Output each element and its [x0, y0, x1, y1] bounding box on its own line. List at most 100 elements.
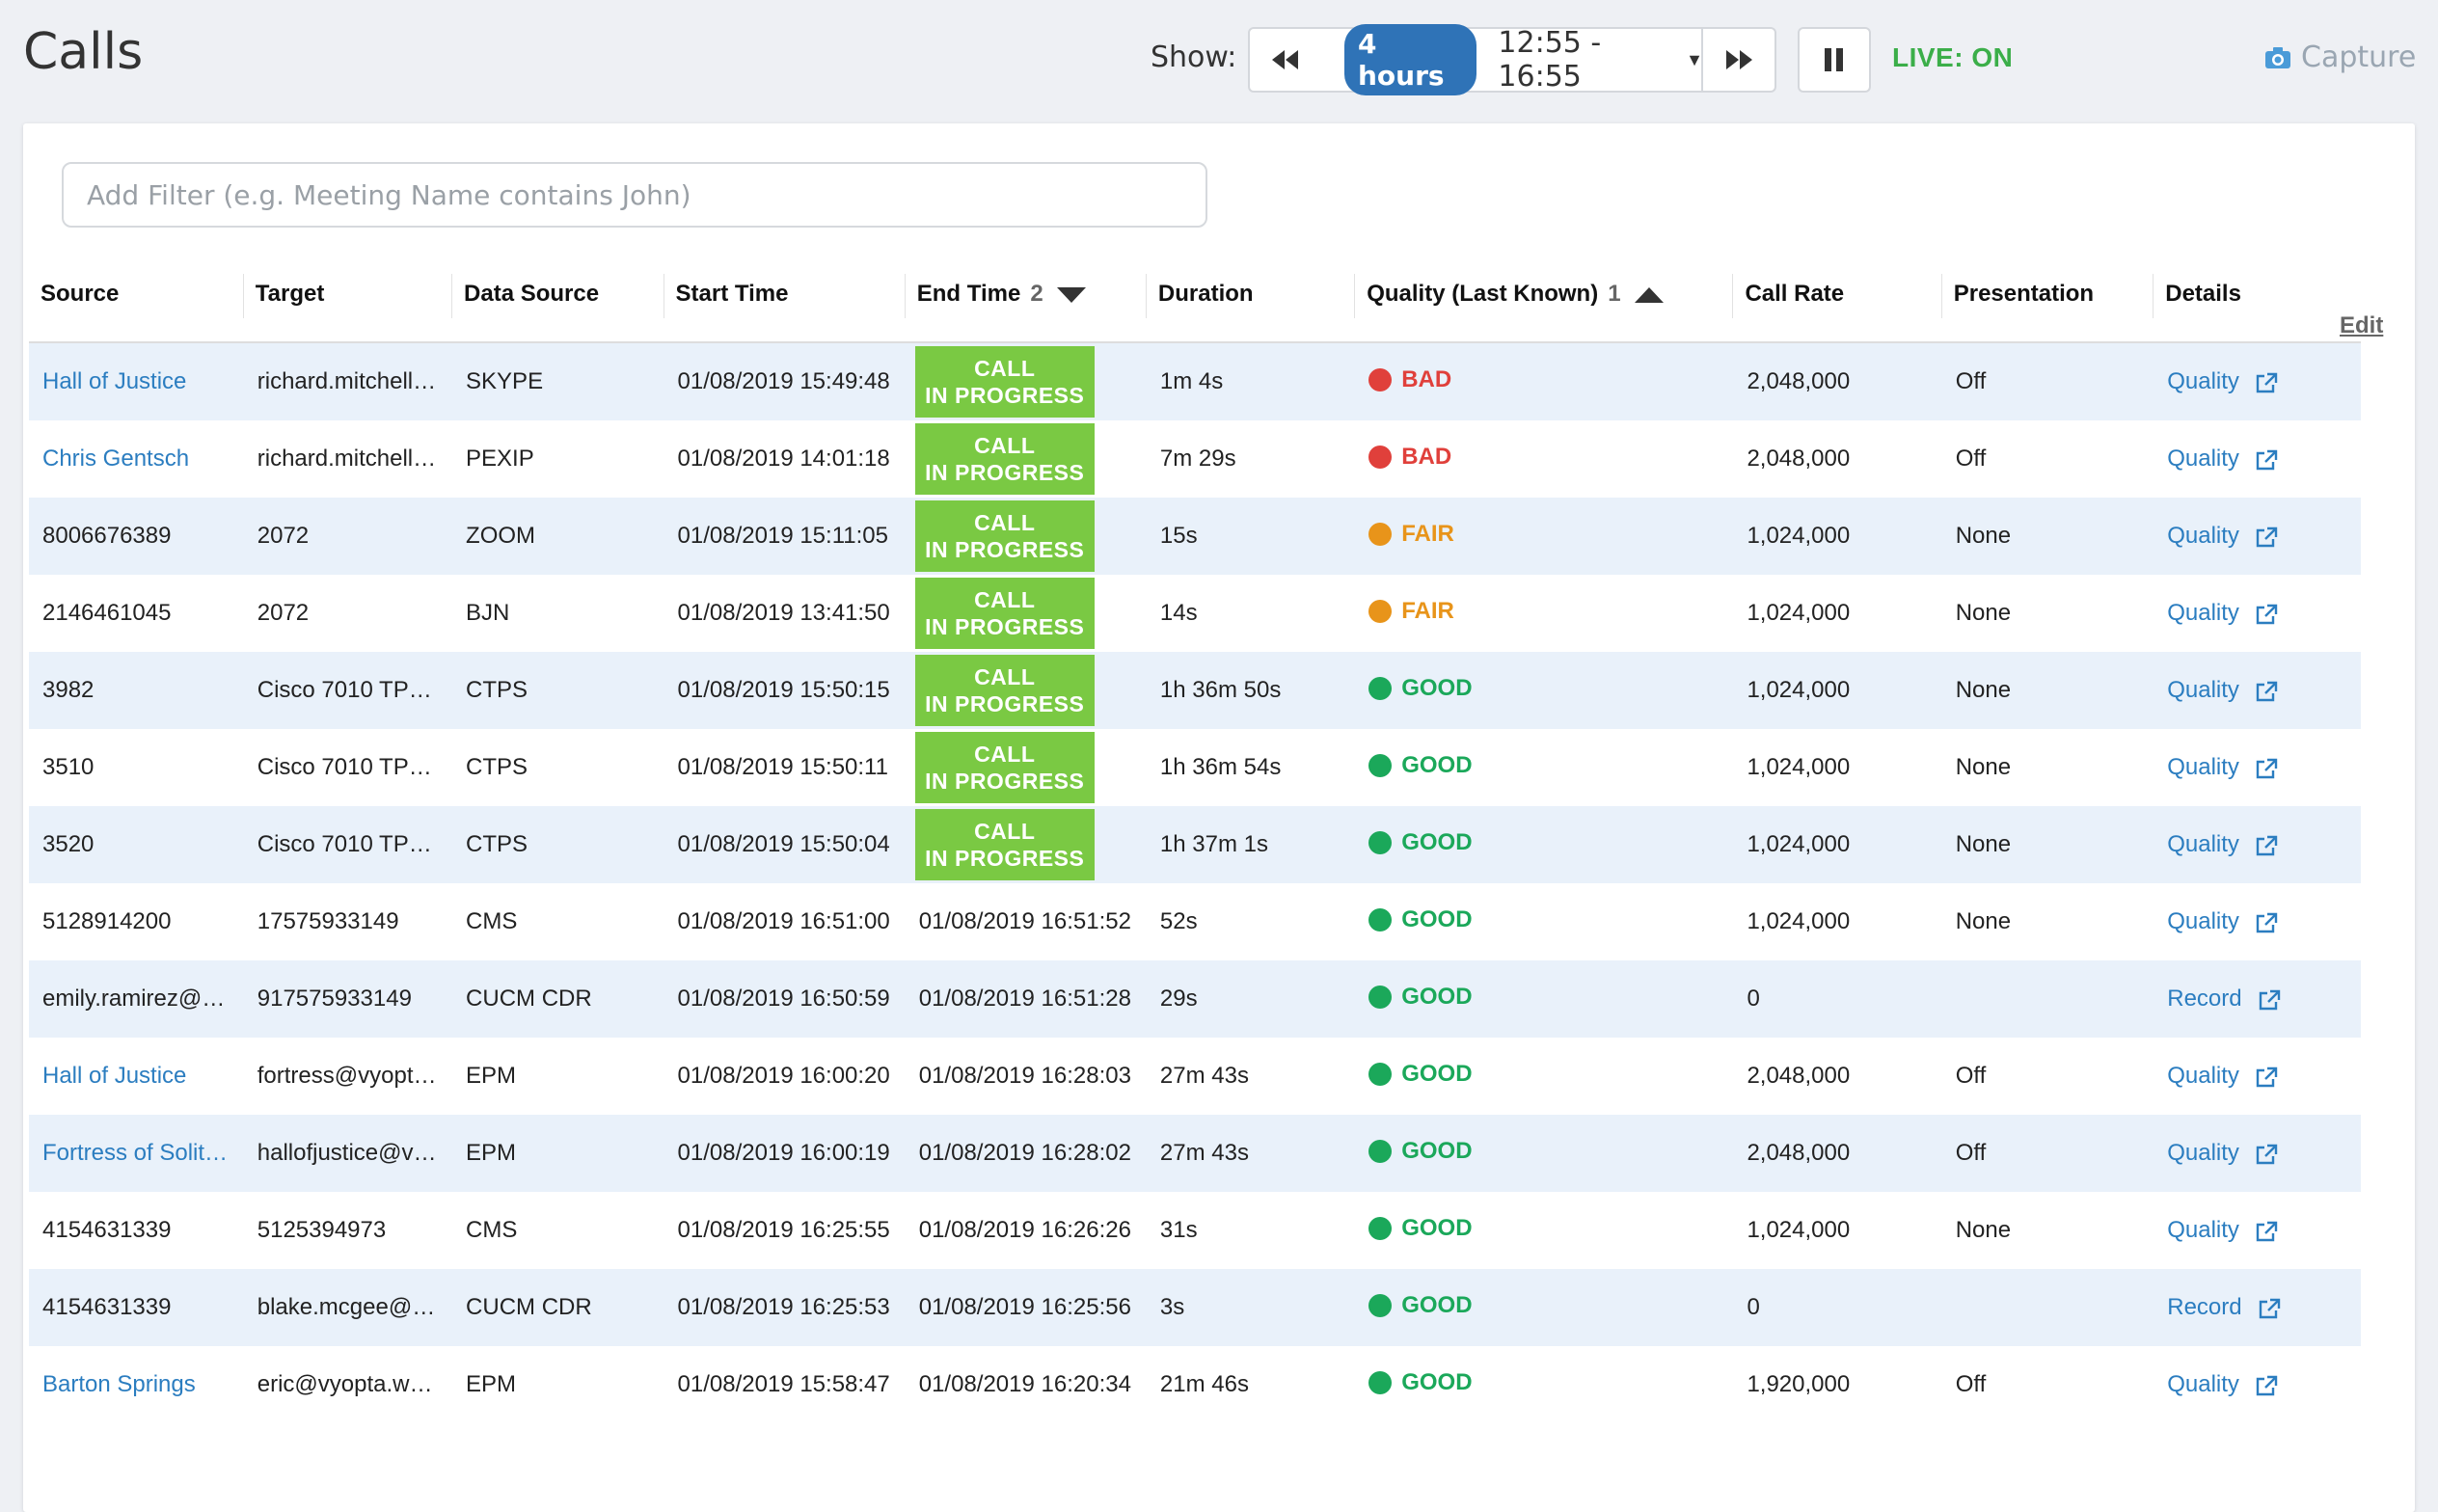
time-range-dropdown[interactable]: 4 hours 12:55 - 16:55 ▼: [1321, 24, 1703, 95]
table-row[interactable]: Fortress of Solit… hallofjustice@v… EPM 01/…: [29, 1115, 2361, 1192]
table-row[interactable]: 3982 Cisco 7010 TP… CTPS 01/08/2019 15:50:1…: [29, 652, 2361, 729]
table-row[interactable]: 3510 Cisco 7010 TP… CTPS 01/08/2019 15:50:1…: [29, 729, 2361, 806]
data-source-cell: EPM: [452, 1115, 664, 1192]
table-row[interactable]: Hall of Justice richard.mitchell… SKYPE 01/…: [29, 342, 2361, 420]
live-status[interactable]: LIVE: ON: [1892, 42, 2014, 72]
pause-button[interactable]: [1798, 27, 1871, 93]
col-header-end-time[interactable]: End Time 2: [905, 247, 1147, 343]
in-progress-line2: IN PROGRESS: [925, 769, 1085, 794]
call-in-progress-badge: CALL IN PROGRESS: [914, 346, 1095, 418]
table-row[interactable]: Barton Springs eric@vyopta.w… EPM 01/08/201…: [29, 1346, 2361, 1423]
external-link-icon[interactable]: [2258, 989, 2281, 1011]
col-duration-label: Duration: [1157, 281, 1254, 307]
details-link[interactable]: Quality: [2167, 831, 2239, 857]
target-cell: fortress@vyopt…: [243, 1038, 453, 1115]
details-link[interactable]: Quality: [2167, 523, 2239, 549]
capture-button[interactable]: Capture: [2264, 40, 2416, 74]
details-link[interactable]: Quality: [2167, 600, 2239, 626]
col-header-presentation[interactable]: Presentation: [1941, 247, 2154, 343]
table-row[interactable]: 4154631339 blake.mcgee@… CUCM CDR 01/08/201…: [29, 1269, 2361, 1346]
details-link[interactable]: Quality: [2167, 677, 2239, 703]
external-link-icon[interactable]: [2255, 372, 2278, 393]
top-bar: Calls Show: 4 hours 12:55 - 16:55 ▼ LIVE…: [0, 0, 2438, 121]
external-link-icon[interactable]: [2255, 1221, 2278, 1242]
col-header-call-rate[interactable]: Call Rate: [1733, 247, 1942, 343]
target-cell: richard.mitchell…: [243, 342, 453, 420]
external-link-icon[interactable]: [2255, 1144, 2278, 1165]
camera-icon: [2265, 46, 2290, 68]
external-link-icon[interactable]: [2255, 1066, 2278, 1088]
fast-forward-button[interactable]: [1701, 27, 1776, 93]
presentation-cell: None: [1941, 1192, 2154, 1269]
source-cell[interactable]: Chris Gentsch: [29, 420, 244, 498]
add-filter-input[interactable]: [62, 162, 1207, 228]
target-cell: Cisco 7010 TP…: [243, 806, 453, 883]
call-in-progress-badge: CALL IN PROGRESS: [914, 500, 1095, 572]
quality-label: GOOD: [1401, 1368, 1473, 1395]
sort-order-badge: 1: [1608, 281, 1621, 307]
quality-cell: FAIR: [1355, 498, 1734, 575]
table-row[interactable]: 4154631339 5125394973 CMS 01/08/2019 16:25:…: [29, 1192, 2361, 1269]
duration-cell: 52s: [1146, 883, 1356, 960]
col-header-duration[interactable]: Duration: [1146, 247, 1356, 343]
presentation-cell: None: [1941, 498, 2154, 575]
details-link[interactable]: Quality: [2167, 908, 2239, 934]
col-header-target[interactable]: Target: [243, 247, 453, 343]
table-row[interactable]: Hall of Justice fortress@vyopt… EPM 01/08/2…: [29, 1038, 2361, 1115]
external-link-icon[interactable]: [2255, 681, 2278, 702]
duration-cell: 14s: [1146, 575, 1356, 652]
call-in-progress-badge: CALL IN PROGRESS: [914, 809, 1095, 880]
call-in-progress-badge: CALL IN PROGRESS: [914, 423, 1095, 495]
external-link-icon[interactable]: [2255, 449, 2278, 471]
table-row[interactable]: 8006676389 2072 ZOOM 01/08/2019 15:11:05 CAL…: [29, 498, 2361, 575]
source-cell: 3982: [29, 652, 244, 729]
external-link-icon[interactable]: [2258, 1298, 2281, 1319]
details-link[interactable]: Quality: [2167, 1063, 2239, 1089]
col-header-details[interactable]: Details: [2154, 247, 2361, 343]
table-row[interactable]: 3520 Cisco 7010 TP… CTPS 01/08/2019 15:50:0…: [29, 806, 2361, 883]
source-cell[interactable]: Hall of Justice: [29, 1038, 244, 1115]
table-row[interactable]: emily.ramirez@… 917575933149 CUCM CDR 01/08…: [29, 960, 2361, 1038]
rewind-button[interactable]: [1248, 27, 1323, 93]
col-header-data-source[interactable]: Data Source: [452, 247, 664, 343]
presentation-cell: None: [1941, 883, 2154, 960]
details-link[interactable]: Quality: [2167, 368, 2239, 394]
external-link-icon[interactable]: [2255, 604, 2278, 625]
col-header-start-time[interactable]: Start Time: [664, 247, 906, 343]
quality-label: GOOD: [1401, 983, 1473, 1010]
details-link[interactable]: Quality: [2167, 754, 2239, 780]
details-cell: Quality: [2154, 806, 2361, 883]
table-row[interactable]: Chris Gentsch richard.mitchell… PEXIP 01/08…: [29, 420, 2361, 498]
col-header-source[interactable]: Source: [29, 247, 244, 343]
in-progress-line1: CALL: [974, 819, 1036, 844]
external-link-icon[interactable]: [2255, 758, 2278, 779]
source-cell[interactable]: Hall of Justice: [29, 342, 244, 420]
external-link-icon[interactable]: [2255, 526, 2278, 548]
source-cell[interactable]: Barton Springs: [29, 1346, 244, 1423]
details-link[interactable]: Quality: [2167, 446, 2239, 472]
status-dot-icon: [1368, 1370, 1393, 1394]
quality-status: GOOD: [1368, 1137, 1473, 1165]
quality-status: FAIR: [1368, 521, 1454, 548]
details-link[interactable]: Quality: [2167, 1140, 2239, 1166]
details-link[interactable]: Record: [2167, 1294, 2242, 1320]
source-cell[interactable]: Fortress of Solit…: [29, 1115, 244, 1192]
external-link-icon[interactable]: [2255, 1375, 2278, 1396]
col-header-quality[interactable]: Quality (Last Known) 1: [1355, 247, 1734, 343]
details-link[interactable]: Quality: [2167, 1217, 2239, 1243]
target-cell: blake.mcgee@…: [243, 1269, 453, 1346]
external-link-icon[interactable]: [2255, 912, 2278, 933]
external-link-icon[interactable]: [2255, 835, 2278, 856]
table-row[interactable]: 2146461045 2072 BJN 01/08/2019 13:41:50 CALL…: [29, 575, 2361, 652]
quality-label: GOOD: [1401, 828, 1473, 855]
details-link[interactable]: Quality: [2167, 1371, 2239, 1397]
call-rate-cell: 1,024,000: [1733, 575, 1942, 652]
quality-label: GOOD: [1401, 1137, 1473, 1164]
call-rate-cell: 1,024,000: [1733, 498, 1942, 575]
quality-cell: GOOD: [1355, 1192, 1734, 1269]
data-source-cell: CTPS: [452, 806, 664, 883]
data-source-cell: CMS: [452, 883, 664, 960]
details-link[interactable]: Record: [2167, 986, 2242, 1012]
table-row[interactable]: 5128914200 17575933149 CMS 01/08/2019 16:51…: [29, 883, 2361, 960]
data-source-cell: CUCM CDR: [452, 960, 664, 1038]
